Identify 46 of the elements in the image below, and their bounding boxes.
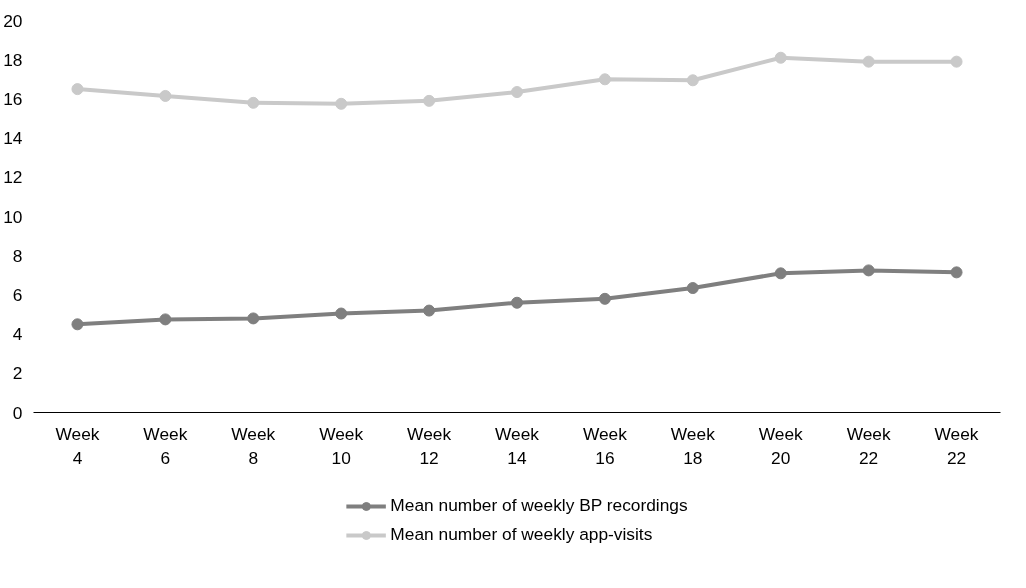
y-tick-label: 12 [3, 167, 23, 188]
x-tick-label: Week 14 [495, 423, 540, 468]
point [335, 97, 348, 110]
x-tick-label: Week 22 [934, 423, 979, 468]
x-tick-label: Week 22 [846, 423, 891, 468]
point [71, 318, 84, 331]
x-tick-label: Week 4 [55, 423, 100, 468]
point [511, 296, 523, 309]
legend-label: Mean number of weekly app-visits [390, 524, 653, 545]
y-tick-label: 10 [3, 206, 23, 227]
point [862, 55, 875, 68]
point [950, 266, 963, 279]
point [950, 55, 963, 68]
point [335, 307, 348, 320]
point [598, 73, 611, 86]
point [423, 94, 436, 107]
point [511, 86, 523, 99]
x-tick-label: Week 12 [407, 423, 452, 468]
point [774, 267, 787, 280]
y-tick-label: 14 [3, 128, 23, 149]
y-tick-label: 0 [12, 402, 23, 423]
x-tick-label: Week 6 [143, 423, 188, 468]
point [774, 51, 787, 64]
point [247, 96, 260, 109]
point [686, 74, 699, 87]
y-tick-label: 18 [3, 49, 23, 70]
x-tick-label: Week 20 [758, 423, 804, 468]
x-tick-label: Week 18 [670, 423, 716, 468]
point [862, 264, 875, 277]
point [159, 313, 172, 326]
point [686, 282, 699, 295]
y-tick-label: 4 [12, 324, 23, 345]
y-tick-label: 6 [12, 284, 23, 305]
y-tick-label: 8 [12, 245, 23, 266]
y-tick-label: 20 [3, 10, 23, 31]
point [247, 312, 260, 325]
point [598, 292, 611, 305]
x-tick-label: Week 8 [231, 423, 276, 468]
point [423, 304, 436, 317]
y-tick-label: 16 [3, 88, 23, 109]
point [159, 89, 172, 102]
point [71, 83, 84, 96]
legend-label: Mean number of weekly BP recordings [390, 495, 688, 516]
x-tick-label: Week 10 [319, 423, 364, 468]
y-tick-label: 2 [12, 363, 23, 384]
x-tick-label: Week 16 [582, 423, 628, 468]
